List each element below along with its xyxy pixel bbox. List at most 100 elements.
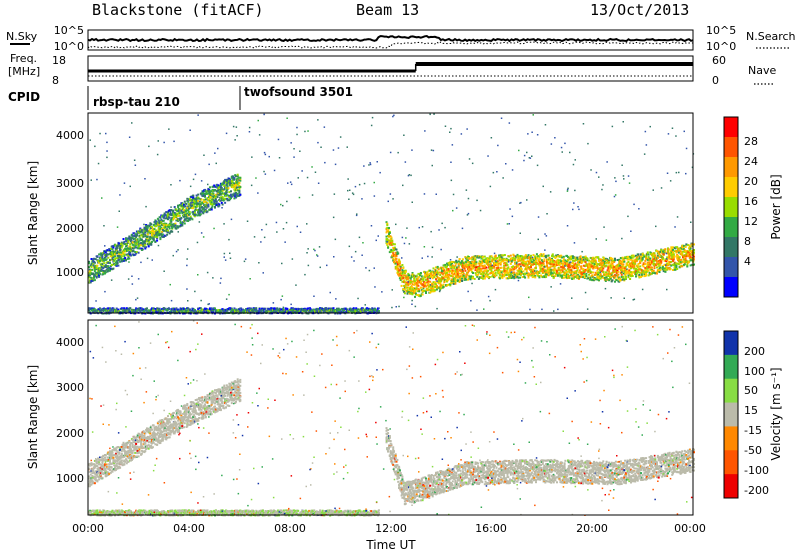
heatmap-cell xyxy=(522,270,524,272)
heatmap-cell xyxy=(536,253,538,255)
power-heatmap xyxy=(88,113,695,314)
noise-search-trace xyxy=(88,42,693,48)
heatmap-cell xyxy=(510,255,512,257)
heatmap-cell xyxy=(239,177,241,179)
heatmap-cell xyxy=(159,217,161,219)
heatmap-cell xyxy=(174,206,176,208)
heatmap-cell xyxy=(421,275,423,277)
beam-title: Beam 13 xyxy=(356,1,419,19)
heatmap-cell xyxy=(420,281,422,283)
heatmap-cell xyxy=(639,265,641,267)
heatmap-cell xyxy=(98,253,100,255)
heatmap-cell xyxy=(177,206,179,208)
noise-search-label: N.Search xyxy=(746,30,796,43)
heatmap-cell xyxy=(454,283,456,285)
heatmap-cell xyxy=(585,261,587,263)
heatmap-cell xyxy=(435,278,437,280)
heatmap-cell xyxy=(517,265,519,267)
heatmap-cell xyxy=(123,238,125,240)
heatmap-cell xyxy=(224,202,226,204)
heatmap-cell xyxy=(475,261,477,263)
heatmap-cell xyxy=(101,268,103,270)
heatmap-cell xyxy=(623,261,625,263)
heatmap-cell xyxy=(111,309,113,311)
heatmap-cell xyxy=(194,203,196,205)
heatmap-cell xyxy=(91,269,93,271)
heatmap-cell xyxy=(124,254,126,256)
heatmap-cell xyxy=(404,292,406,294)
heatmap-cell xyxy=(417,285,419,287)
heatmap-cell xyxy=(399,269,401,271)
heatmap-cell xyxy=(490,263,492,265)
heatmap-cell xyxy=(138,252,140,254)
freq-panel: Freq. [MHz] 18 8 60 0 Nave xyxy=(8,52,776,87)
heatmap-cell xyxy=(632,275,634,277)
heatmap-cell xyxy=(548,255,550,257)
heatmap-cell xyxy=(191,218,193,220)
noise-right-tick: 10^5 xyxy=(706,24,736,37)
heatmap-cell xyxy=(220,193,222,195)
cpid-label: CPID xyxy=(8,90,40,104)
heatmap-cell xyxy=(286,308,288,310)
heatmap-cell xyxy=(633,266,635,268)
heatmap-cell xyxy=(212,193,214,195)
heatmap-cell xyxy=(101,266,103,268)
heatmap-cell xyxy=(180,217,182,219)
heatmap-cell xyxy=(432,283,434,285)
heatmap-cell xyxy=(156,236,158,238)
noise-left-tick: 10^0 xyxy=(54,40,84,53)
heatmap-cell xyxy=(212,206,214,208)
nave-label: Nave xyxy=(748,64,776,77)
heatmap-cell xyxy=(194,212,196,214)
heatmap-cell xyxy=(169,217,171,219)
heatmap-cell xyxy=(635,276,637,278)
heatmap-cell xyxy=(612,279,614,281)
heatmap-cell xyxy=(96,265,98,267)
heatmap-cell xyxy=(414,296,416,298)
heatmap-cell xyxy=(154,241,156,243)
heatmap-cell xyxy=(420,287,422,289)
heatmap-cell xyxy=(464,268,466,270)
heatmap-cell xyxy=(184,223,186,225)
heatmap-cell xyxy=(107,265,109,267)
heatmap-cell xyxy=(217,196,219,198)
heatmap-cell xyxy=(396,258,398,260)
heatmap-cell xyxy=(629,278,631,280)
heatmap-cell xyxy=(137,238,139,240)
heatmap-cell xyxy=(595,260,597,262)
heatmap-cell xyxy=(397,252,399,254)
heatmap-cell xyxy=(394,243,396,245)
heatmap-cell xyxy=(401,264,403,266)
heatmap-cell xyxy=(465,276,467,278)
heatmap-cell xyxy=(530,255,532,257)
heatmap-cell xyxy=(552,253,554,255)
heatmap-cell xyxy=(535,267,537,269)
heatmap-cell xyxy=(602,271,604,273)
heatmap-cell xyxy=(526,270,528,272)
heatmap-cell xyxy=(201,199,203,201)
heatmap-cell xyxy=(117,262,119,264)
heatmap-cell xyxy=(211,209,213,211)
heatmap-cell xyxy=(530,266,532,268)
heatmap-cell xyxy=(463,273,465,275)
heatmap-cell xyxy=(216,200,218,202)
heatmap-cell xyxy=(422,294,424,296)
heatmap-cell xyxy=(513,272,515,274)
heatmap-cell xyxy=(608,261,610,263)
heatmap-cell xyxy=(543,263,545,265)
heatmap-cell xyxy=(122,245,124,247)
heatmap-cell xyxy=(112,268,114,270)
heatmap-cell xyxy=(388,227,390,229)
heatmap-cell xyxy=(597,256,599,258)
heatmap-cell xyxy=(402,267,404,269)
heatmap-cell xyxy=(543,258,545,260)
heatmap-cell xyxy=(207,206,209,208)
heatmap-cell xyxy=(495,272,497,274)
heatmap-cell xyxy=(116,252,118,254)
heatmap-cell xyxy=(181,225,183,227)
heatmap-cell xyxy=(172,210,174,212)
heatmap-cell xyxy=(433,276,435,278)
heatmap-cell xyxy=(179,215,181,217)
freq-left-tick: 18 xyxy=(52,54,66,67)
heatmap-cell xyxy=(201,309,203,311)
